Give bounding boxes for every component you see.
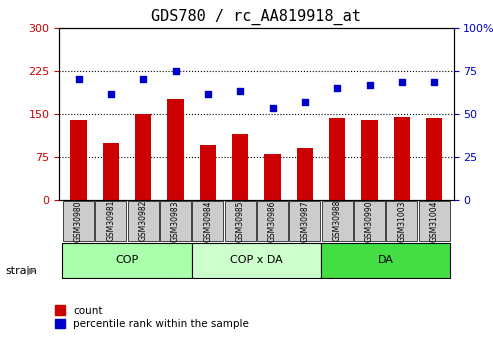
Text: GSM31004: GSM31004: [430, 200, 439, 242]
FancyBboxPatch shape: [419, 201, 450, 241]
FancyBboxPatch shape: [321, 244, 450, 277]
Point: [107, 91, 115, 97]
Point: [139, 77, 147, 82]
FancyBboxPatch shape: [160, 201, 191, 241]
Point: [236, 88, 244, 93]
Text: GSM30987: GSM30987: [300, 200, 309, 242]
Bar: [200, 146, 216, 200]
Point: [204, 91, 212, 97]
Legend: count, percentile rank within the sample: count, percentile rank within the sample: [55, 305, 249, 329]
Bar: [394, 117, 410, 200]
Point: [398, 79, 406, 85]
FancyBboxPatch shape: [192, 201, 223, 241]
Text: GSM30980: GSM30980: [74, 200, 83, 242]
Text: GSM30985: GSM30985: [236, 200, 245, 242]
Text: GSM30986: GSM30986: [268, 200, 277, 242]
Text: DA: DA: [378, 255, 393, 265]
Bar: [361, 120, 378, 200]
Bar: [426, 118, 442, 200]
Text: COP: COP: [115, 255, 139, 265]
Text: GSM30983: GSM30983: [171, 200, 180, 242]
FancyBboxPatch shape: [192, 244, 321, 277]
Text: GSM30982: GSM30982: [139, 200, 148, 242]
Point: [269, 105, 277, 111]
Bar: [297, 148, 313, 200]
Bar: [264, 154, 281, 200]
FancyBboxPatch shape: [128, 201, 159, 241]
Text: GSM30981: GSM30981: [106, 200, 115, 242]
Point: [74, 77, 82, 82]
Bar: [329, 118, 345, 200]
Text: ▶: ▶: [27, 266, 35, 276]
Point: [430, 79, 438, 85]
Bar: [70, 120, 87, 200]
FancyBboxPatch shape: [257, 201, 288, 241]
Bar: [168, 99, 183, 200]
FancyBboxPatch shape: [63, 244, 192, 277]
FancyBboxPatch shape: [225, 201, 256, 241]
Text: GSM30990: GSM30990: [365, 200, 374, 242]
Text: GSM30988: GSM30988: [333, 200, 342, 242]
FancyBboxPatch shape: [321, 201, 352, 241]
Title: GDS780 / rc_AA819918_at: GDS780 / rc_AA819918_at: [151, 9, 361, 25]
Bar: [232, 134, 248, 200]
FancyBboxPatch shape: [289, 201, 320, 241]
FancyBboxPatch shape: [63, 201, 94, 241]
FancyBboxPatch shape: [354, 201, 385, 241]
Text: GSM31003: GSM31003: [397, 200, 406, 242]
FancyBboxPatch shape: [95, 201, 126, 241]
Bar: [103, 142, 119, 200]
Point: [366, 82, 374, 88]
Text: GSM30984: GSM30984: [204, 200, 212, 242]
Point: [172, 68, 179, 73]
FancyBboxPatch shape: [387, 201, 418, 241]
Text: COP x DA: COP x DA: [230, 255, 282, 265]
Point: [333, 85, 341, 91]
Text: strain: strain: [5, 266, 37, 276]
Point: [301, 100, 309, 105]
Bar: [135, 114, 151, 200]
